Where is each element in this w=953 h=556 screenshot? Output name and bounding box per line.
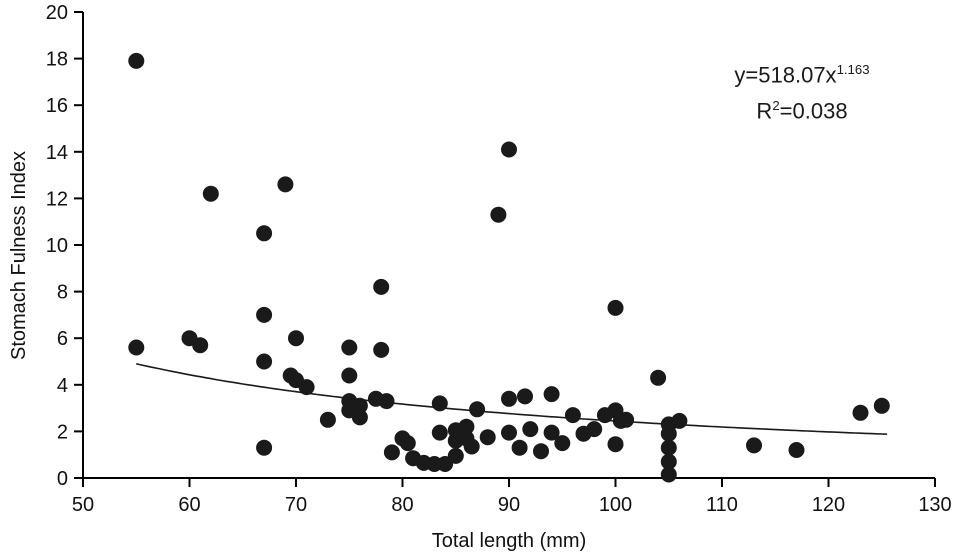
equation-exponent: 1.163: [836, 62, 870, 77]
y-tick-label: 10: [46, 235, 68, 257]
data-point: [319, 411, 336, 428]
data-point: [517, 388, 533, 405]
y-tick-label: 2: [57, 421, 68, 443]
data-point: [447, 447, 464, 464]
y-axis-title: Stomach Fulness Index: [8, 151, 30, 360]
y-tick-label: 8: [57, 282, 68, 304]
x-tick-label: 120: [812, 494, 845, 516]
data-point: [788, 442, 805, 458]
data-point: [501, 424, 517, 441]
r-squared-value: =0.038: [779, 98, 848, 124]
data-point: [373, 341, 390, 358]
x-axis-title: Total length (mm): [431, 530, 587, 552]
data-point: [202, 185, 219, 202]
y-tick-label: 18: [46, 49, 68, 71]
data-point: [378, 393, 395, 410]
data-point: [383, 444, 400, 461]
data-point: [746, 437, 762, 454]
data-point: [479, 429, 496, 446]
data-point: [501, 390, 517, 407]
data-point: [586, 421, 603, 438]
data-point: [607, 299, 624, 316]
y-tick-label: 0: [57, 468, 68, 490]
y-tick-label: 4: [57, 375, 68, 397]
y-tick-label: 16: [46, 95, 68, 117]
data-point: [341, 367, 358, 384]
x-tick-label: 110: [706, 494, 738, 516]
data-point: [192, 337, 209, 354]
data-point: [431, 424, 448, 441]
data-point: [501, 141, 517, 158]
data-point: [399, 435, 416, 452]
data-point: [607, 436, 624, 453]
data-point: [660, 466, 677, 483]
data-point: [618, 411, 635, 428]
y-tick-label: 20: [46, 2, 68, 24]
trend-line: [136, 363, 888, 435]
data-point: [288, 330, 304, 347]
data-point: [543, 386, 560, 403]
data-point: [650, 369, 667, 386]
data-point: [351, 397, 368, 414]
data-point: [277, 176, 294, 193]
data-point: [256, 225, 273, 242]
data-point: [256, 439, 273, 456]
x-tick-label: 90: [498, 494, 520, 516]
data-point: [543, 424, 560, 441]
y-tick-label: 6: [57, 328, 68, 350]
data-point: [351, 409, 368, 426]
data-point: [660, 439, 677, 456]
x-tick-label: 130: [918, 494, 951, 516]
data-point: [533, 443, 549, 460]
data-point: [873, 397, 890, 414]
x-tick-label: 50: [72, 494, 94, 516]
x-tick-label: 80: [391, 494, 413, 516]
equation-label: y=518.07x1.163: [662, 54, 942, 90]
data-point: [671, 412, 688, 429]
data-point: [511, 439, 528, 456]
data-point: [469, 401, 486, 418]
data-point: [256, 306, 273, 323]
data-point: [463, 438, 480, 455]
y-tick-label: 14: [46, 142, 68, 164]
data-point: [431, 395, 448, 412]
data-point: [373, 278, 390, 295]
data-point: [490, 206, 507, 223]
x-tick-label: 60: [178, 494, 200, 516]
x-tick-label: 70: [285, 494, 307, 516]
r-squared-label: R2=0.038: [662, 90, 942, 126]
data-point: [128, 339, 145, 356]
equation-base: y=518.07x: [734, 62, 837, 88]
data-point: [298, 379, 315, 396]
data-point: [256, 353, 273, 370]
y-tick-label: 12: [46, 188, 68, 210]
data-point: [564, 407, 581, 424]
data-point: [554, 435, 571, 452]
r-squared-sup: 2: [772, 98, 780, 114]
r-squared-base: R: [756, 98, 773, 124]
data-point: [522, 421, 539, 438]
data-point: [852, 404, 869, 421]
data-point: [660, 453, 677, 470]
x-tick-label: 100: [599, 494, 632, 516]
data-point: [660, 425, 677, 442]
data-point: [128, 52, 145, 69]
trendline-annotation: y=518.07x1.163 R2=0.038: [662, 54, 942, 127]
data-point: [341, 339, 358, 356]
data-point: [458, 418, 475, 435]
